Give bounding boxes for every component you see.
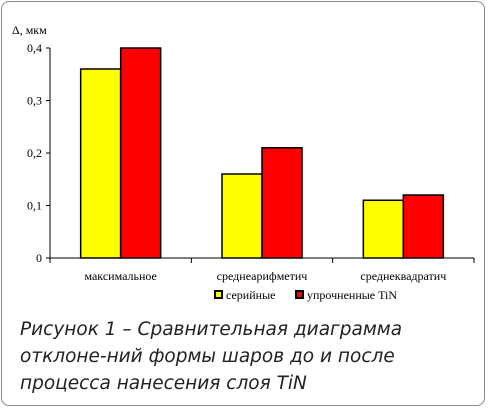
y-tick-label: 0,1 (27, 199, 42, 213)
legend-swatch (214, 290, 223, 299)
bar-tin-0 (119, 47, 162, 259)
bar-serial-2 (362, 199, 405, 259)
y-tick-label: 0,2 (27, 146, 42, 160)
bar-tin-1 (261, 147, 303, 259)
y-tick-label: 0,3 (27, 94, 42, 108)
bar-chart: Δ, мкм 0 0,1 0,2 0,3 0,4 максимальное среднеа… (12, 23, 475, 302)
x-tick-label: среднеквадратич (360, 269, 446, 283)
bar-tin-2 (402, 194, 445, 259)
x-tick-label: максимальное (84, 269, 156, 283)
bar-serial-0 (79, 68, 122, 259)
x-tick-label: среднеарифметич (217, 269, 308, 283)
legend-swatch (295, 290, 304, 299)
y-axis-label: Δ, мкм (12, 23, 47, 37)
y-tick-label: 0,4 (27, 41, 42, 55)
legend-label: серийные (226, 288, 275, 302)
y-tick-label: 0 (36, 251, 42, 265)
figure-caption: Рисунок 1 – Сравнительная диаграмма откл… (20, 319, 403, 394)
legend-label: упрочненные TiN (307, 288, 397, 302)
bar-serial-1 (221, 173, 263, 259)
